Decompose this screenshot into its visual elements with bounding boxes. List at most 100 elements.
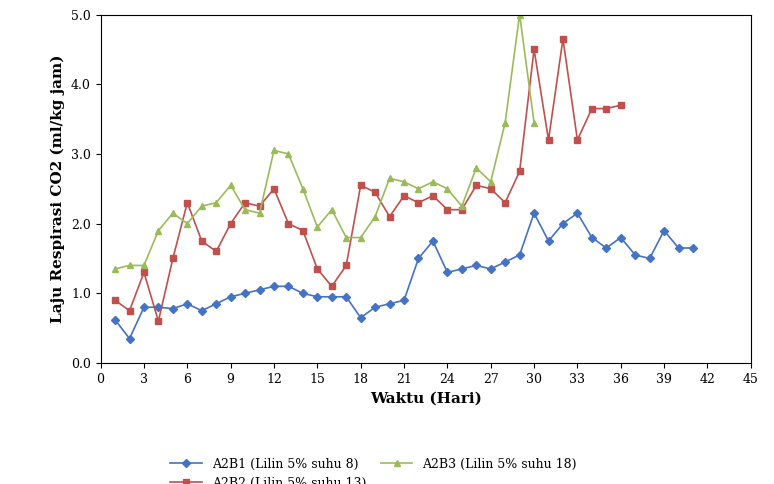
A2B1 (Lilin 5% suhu 8) — [255, 287, 264, 293]
A2B1 (Lilin 5% suhu 8) — [486, 266, 495, 272]
A2B1 (Lilin 5% suhu 8) — [139, 304, 149, 310]
A2B1 (Lilin 5% suhu 8) — [414, 256, 423, 261]
A2B1 (Lilin 5% suhu 8) — [241, 290, 250, 296]
A2B2 (Lilin 5% suhu 13) — [183, 200, 192, 206]
A2B1 (Lilin 5% suhu 8) — [341, 294, 351, 300]
A2B2 (Lilin 5% suhu 13) — [211, 249, 221, 255]
A2B1 (Lilin 5% suhu 8) — [457, 266, 467, 272]
A2B1 (Lilin 5% suhu 8) — [601, 245, 611, 251]
A2B3 (Lilin 5% suhu 18) — [414, 186, 423, 192]
A2B1 (Lilin 5% suhu 8) — [631, 252, 640, 258]
A2B2 (Lilin 5% suhu 13) — [414, 200, 423, 206]
A2B2 (Lilin 5% suhu 13) — [341, 262, 351, 268]
A2B1 (Lilin 5% suhu 8) — [298, 290, 307, 296]
A2B3 (Lilin 5% suhu 18) — [183, 221, 192, 227]
A2B1 (Lilin 5% suhu 8) — [399, 297, 409, 303]
A2B1 (Lilin 5% suhu 8) — [443, 270, 452, 275]
A2B3 (Lilin 5% suhu 18) — [269, 148, 279, 153]
A2B2 (Lilin 5% suhu 13) — [139, 270, 149, 275]
A2B1 (Lilin 5% suhu 8) — [659, 227, 669, 233]
A2B1 (Lilin 5% suhu 8) — [558, 221, 567, 227]
A2B1 (Lilin 5% suhu 8) — [544, 238, 553, 244]
A2B2 (Lilin 5% suhu 13) — [486, 186, 495, 192]
A2B1 (Lilin 5% suhu 8) — [154, 304, 163, 310]
Line: A2B3 (Lilin 5% suhu 18): A2B3 (Lilin 5% suhu 18) — [111, 11, 537, 272]
A2B2 (Lilin 5% suhu 13) — [428, 193, 437, 198]
A2B1 (Lilin 5% suhu 8) — [111, 317, 120, 323]
A2B1 (Lilin 5% suhu 8) — [284, 284, 293, 289]
A2B1 (Lilin 5% suhu 8) — [125, 336, 134, 342]
A2B2 (Lilin 5% suhu 13) — [255, 203, 264, 209]
A2B1 (Lilin 5% suhu 8) — [573, 210, 582, 216]
A2B3 (Lilin 5% suhu 18) — [168, 210, 177, 216]
A2B2 (Lilin 5% suhu 13) — [168, 256, 177, 261]
A2B2 (Lilin 5% suhu 13) — [501, 200, 510, 206]
A2B1 (Lilin 5% suhu 8) — [515, 252, 524, 258]
Line: A2B2 (Lilin 5% suhu 13): A2B2 (Lilin 5% suhu 13) — [111, 35, 624, 325]
A2B3 (Lilin 5% suhu 18) — [356, 235, 365, 241]
A2B2 (Lilin 5% suhu 13) — [544, 137, 553, 143]
A2B2 (Lilin 5% suhu 13) — [371, 189, 380, 195]
A2B2 (Lilin 5% suhu 13) — [457, 207, 467, 212]
A2B2 (Lilin 5% suhu 13) — [601, 106, 611, 111]
A2B1 (Lilin 5% suhu 8) — [674, 245, 683, 251]
A2B1 (Lilin 5% suhu 8) — [688, 245, 697, 251]
A2B2 (Lilin 5% suhu 13) — [241, 200, 250, 206]
A2B3 (Lilin 5% suhu 18) — [399, 179, 409, 185]
A2B3 (Lilin 5% suhu 18) — [385, 175, 394, 181]
Y-axis label: Laju Respirasi CO2 (ml/kg jam): Laju Respirasi CO2 (ml/kg jam) — [51, 55, 66, 323]
Legend: A2B1 (Lilin 5% suhu 8), A2B2 (Lilin 5% suhu 13), A2B3 (Lilin 5% suhu 18): A2B1 (Lilin 5% suhu 8), A2B2 (Lilin 5% s… — [166, 453, 582, 484]
A2B1 (Lilin 5% suhu 8) — [385, 301, 394, 307]
A2B3 (Lilin 5% suhu 18) — [443, 186, 452, 192]
A2B2 (Lilin 5% suhu 13) — [529, 46, 539, 52]
A2B2 (Lilin 5% suhu 13) — [515, 168, 524, 174]
A2B3 (Lilin 5% suhu 18) — [327, 207, 337, 212]
A2B3 (Lilin 5% suhu 18) — [371, 214, 380, 220]
A2B3 (Lilin 5% suhu 18) — [139, 262, 149, 268]
A2B1 (Lilin 5% suhu 8) — [501, 259, 510, 265]
A2B1 (Lilin 5% suhu 8) — [356, 315, 365, 320]
A2B2 (Lilin 5% suhu 13) — [226, 221, 235, 227]
A2B2 (Lilin 5% suhu 13) — [284, 221, 293, 227]
A2B2 (Lilin 5% suhu 13) — [111, 297, 120, 303]
A2B2 (Lilin 5% suhu 13) — [327, 284, 337, 289]
A2B2 (Lilin 5% suhu 13) — [399, 193, 409, 198]
A2B1 (Lilin 5% suhu 8) — [471, 262, 481, 268]
A2B3 (Lilin 5% suhu 18) — [529, 120, 539, 125]
A2B2 (Lilin 5% suhu 13) — [443, 207, 452, 212]
A2B1 (Lilin 5% suhu 8) — [269, 284, 279, 289]
A2B3 (Lilin 5% suhu 18) — [515, 12, 524, 17]
A2B3 (Lilin 5% suhu 18) — [211, 200, 221, 206]
A2B2 (Lilin 5% suhu 13) — [298, 227, 307, 233]
A2B3 (Lilin 5% suhu 18) — [255, 210, 264, 216]
A2B2 (Lilin 5% suhu 13) — [125, 308, 134, 314]
X-axis label: Waktu (Hari): Waktu (Hari) — [370, 391, 481, 405]
A2B2 (Lilin 5% suhu 13) — [558, 36, 567, 42]
A2B3 (Lilin 5% suhu 18) — [111, 266, 120, 272]
A2B1 (Lilin 5% suhu 8) — [428, 238, 437, 244]
A2B2 (Lilin 5% suhu 13) — [385, 214, 394, 220]
A2B3 (Lilin 5% suhu 18) — [471, 165, 481, 171]
A2B1 (Lilin 5% suhu 8) — [327, 294, 337, 300]
A2B2 (Lilin 5% suhu 13) — [313, 266, 322, 272]
A2B1 (Lilin 5% suhu 8) — [197, 308, 207, 314]
A2B2 (Lilin 5% suhu 13) — [587, 106, 597, 111]
A2B2 (Lilin 5% suhu 13) — [197, 238, 207, 244]
A2B1 (Lilin 5% suhu 8) — [529, 210, 539, 216]
A2B1 (Lilin 5% suhu 8) — [168, 306, 177, 312]
A2B3 (Lilin 5% suhu 18) — [125, 262, 134, 268]
A2B3 (Lilin 5% suhu 18) — [154, 227, 163, 233]
A2B2 (Lilin 5% suhu 13) — [573, 137, 582, 143]
A2B1 (Lilin 5% suhu 8) — [645, 256, 654, 261]
Line: A2B1 (Lilin 5% suhu 8): A2B1 (Lilin 5% suhu 8) — [112, 211, 696, 341]
A2B3 (Lilin 5% suhu 18) — [226, 182, 235, 188]
A2B3 (Lilin 5% suhu 18) — [284, 151, 293, 157]
A2B2 (Lilin 5% suhu 13) — [269, 186, 279, 192]
A2B2 (Lilin 5% suhu 13) — [616, 102, 625, 108]
A2B2 (Lilin 5% suhu 13) — [154, 318, 163, 324]
A2B3 (Lilin 5% suhu 18) — [341, 235, 351, 241]
A2B1 (Lilin 5% suhu 8) — [226, 294, 235, 300]
A2B3 (Lilin 5% suhu 18) — [457, 203, 467, 209]
A2B3 (Lilin 5% suhu 18) — [241, 207, 250, 212]
A2B3 (Lilin 5% suhu 18) — [486, 179, 495, 185]
